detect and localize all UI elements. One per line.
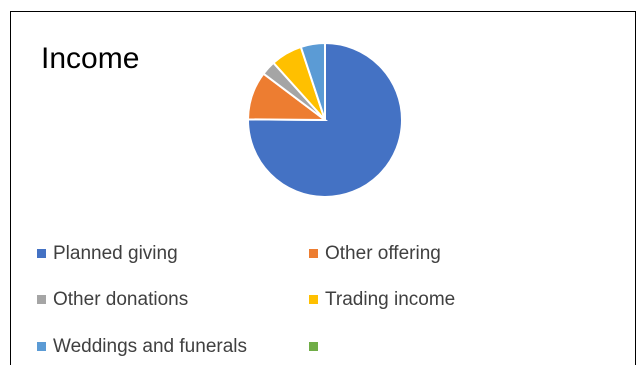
- legend-item: Other donations: [37, 288, 188, 310]
- chart-area: Income Planned giving Other offering Other…: [10, 11, 636, 365]
- legend-swatch: [37, 342, 46, 351]
- legend-swatch: [309, 342, 318, 351]
- legend-swatch: [37, 295, 46, 304]
- legend-label: Other donations: [53, 290, 188, 309]
- legend-item: Other offering: [309, 242, 441, 264]
- legend-label: Planned giving: [53, 244, 178, 263]
- legend-swatch: [309, 295, 318, 304]
- legend-label: Other offering: [325, 244, 441, 263]
- legend-label: Weddings and funerals: [53, 337, 247, 356]
- legend-item: Planned giving: [37, 242, 178, 264]
- legend-item: Weddings and funerals: [37, 335, 247, 357]
- legend-label: Trading income: [325, 290, 455, 309]
- legend-item: Trading income: [309, 288, 455, 310]
- legend-swatch: [309, 249, 318, 258]
- legend-item: [309, 335, 325, 357]
- legend-swatch: [37, 249, 46, 258]
- pie-chart: [11, 12, 627, 232]
